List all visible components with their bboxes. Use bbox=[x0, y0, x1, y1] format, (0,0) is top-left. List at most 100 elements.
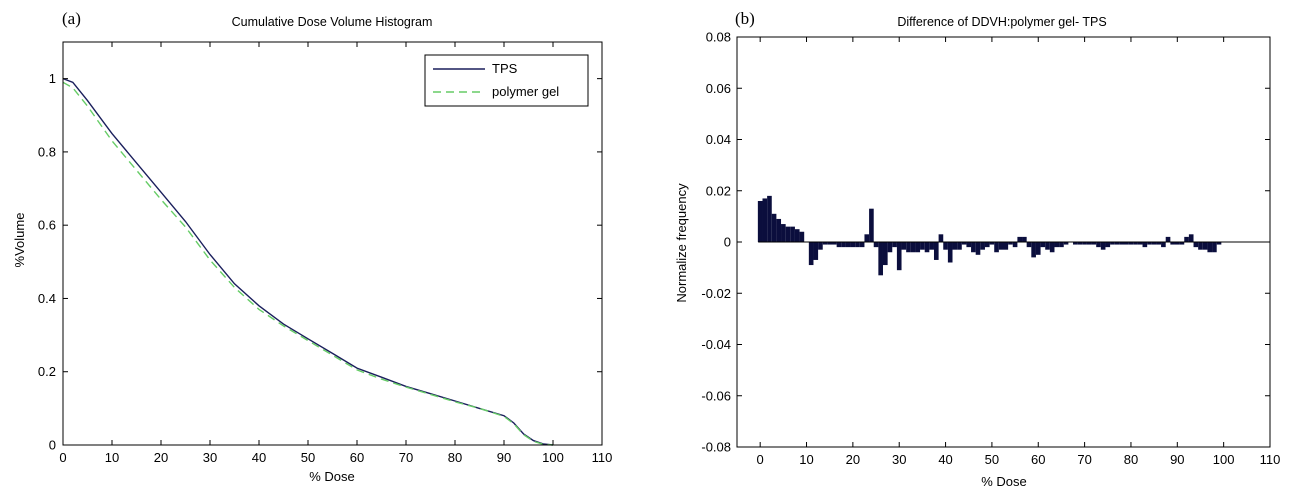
chart-b-bar bbox=[1207, 242, 1213, 253]
chart-b-bar bbox=[1142, 242, 1148, 248]
chart-b-ytick-label: -0.02 bbox=[701, 286, 731, 301]
chart-b-bar bbox=[850, 242, 856, 248]
chart-b-bar bbox=[1137, 242, 1143, 245]
chart-b-bar bbox=[1114, 242, 1120, 245]
chart-b-bar bbox=[1165, 236, 1171, 242]
chart-b-bar bbox=[971, 242, 976, 253]
chart-b-bar bbox=[1026, 242, 1032, 248]
chart-b-title: Difference of DDVH:polymer gel- TPS bbox=[897, 15, 1106, 29]
chart-b-bar bbox=[933, 242, 939, 260]
chart-b-bar bbox=[1082, 242, 1087, 245]
chart-b-bar bbox=[1133, 242, 1138, 245]
chart-a-xtick-label: 40 bbox=[252, 450, 266, 465]
chart-b-bar bbox=[1216, 242, 1222, 245]
chart-b-bar bbox=[915, 242, 921, 253]
chart-b-bar bbox=[1054, 242, 1060, 248]
chart-a-xtick-label: 90 bbox=[497, 450, 511, 465]
chart-b-ytick-label: -0.06 bbox=[701, 388, 731, 403]
chart-a-xtick-label: 100 bbox=[542, 450, 564, 465]
chart-b-bar bbox=[878, 242, 883, 276]
chart-a-legend-box bbox=[424, 54, 589, 107]
chart-b-bar bbox=[1040, 242, 1046, 248]
chart-b-bar bbox=[1161, 242, 1166, 248]
chart-b-bar bbox=[790, 226, 795, 243]
chart-b-ytick-label: -0.08 bbox=[701, 440, 731, 455]
chart-a-xlabel: % Dose bbox=[309, 469, 355, 484]
chart-b-bar bbox=[1003, 242, 1009, 250]
chart-b-ytick-label: 0.04 bbox=[706, 132, 731, 147]
chart-a-xtick-label: 10 bbox=[105, 450, 119, 465]
chart-a-cumulative-dvh: (a) Cumulative Dose Volume Histogram % D… bbox=[12, 9, 612, 484]
chart-b-ddvh-difference: (b) Difference of DDVH:polymer gel- TPS … bbox=[674, 9, 1280, 489]
chart-b-bar bbox=[1049, 242, 1055, 253]
chart-b-bar bbox=[757, 201, 763, 242]
chart-b-xtick-label: 70 bbox=[1077, 452, 1091, 467]
chart-b-bar bbox=[1035, 242, 1041, 255]
chart-b-bar bbox=[845, 242, 851, 248]
chart-a-axes-box bbox=[62, 41, 603, 446]
chart-b-bar bbox=[1179, 242, 1185, 245]
chart-b-bar bbox=[1193, 242, 1199, 248]
chart-a-panel-label: (a) bbox=[62, 9, 81, 28]
chart-b-bar bbox=[1091, 242, 1097, 245]
chart-a-legend-label-tps: TPS bbox=[492, 61, 518, 76]
chart-b-bar bbox=[832, 242, 837, 245]
chart-b-bar bbox=[818, 242, 823, 250]
chart-b-bar bbox=[794, 229, 800, 242]
chart-b-bar bbox=[910, 242, 916, 253]
chart-a-xtick-label: 70 bbox=[399, 450, 413, 465]
chart-b-bar bbox=[762, 198, 768, 242]
chart-a-ytick-label: 0 bbox=[49, 438, 56, 453]
chart-b-bar bbox=[1086, 242, 1092, 245]
chart-b-bar bbox=[1073, 242, 1078, 245]
chart-b-ticks: 0 10 20 30 40 50 60 70 80 90 100 110 -0.08 -0.06 -0.04… bbox=[701, 30, 1280, 468]
chart-b-bar bbox=[920, 242, 925, 250]
chart-a-ylabel: %Volume bbox=[12, 213, 27, 268]
chart-b-bar bbox=[841, 242, 846, 248]
chart-a-xtick-label: 110 bbox=[592, 450, 613, 465]
chart-b-bar bbox=[1031, 242, 1036, 258]
chart-b-bar bbox=[1045, 242, 1050, 250]
chart-a-plot-area bbox=[62, 77, 554, 446]
chart-b-bar bbox=[1198, 242, 1203, 250]
chart-b-bar bbox=[1063, 242, 1069, 245]
chart-b-xtick-label: 30 bbox=[892, 452, 906, 467]
chart-a-legend: TPS polymer gel bbox=[424, 54, 589, 107]
chart-a-ticks: 0 10 20 30 40 50 60 70 80 90 100 110 0 0.2 0.4 0.6 0.8 1 bbox=[38, 42, 612, 465]
chart-a-xtick-label: 20 bbox=[154, 450, 168, 465]
chart-b-bar bbox=[1100, 242, 1106, 250]
chart-b-bar bbox=[1170, 242, 1175, 245]
chart-b-plot-area bbox=[757, 195, 1270, 276]
chart-b-bar bbox=[771, 213, 777, 242]
chart-b-bar bbox=[855, 242, 860, 248]
chart-b-bar bbox=[1110, 242, 1115, 245]
chart-b-bar bbox=[1105, 242, 1111, 248]
chart-b-bar bbox=[1151, 242, 1157, 245]
chart-b-bar bbox=[1212, 242, 1217, 253]
chart-b-bar bbox=[943, 242, 948, 250]
chart-b-bar bbox=[1124, 242, 1129, 245]
chart-b-bar bbox=[1128, 242, 1134, 245]
chart-b-bar bbox=[873, 242, 879, 248]
chart-b-bar bbox=[989, 242, 995, 245]
chart-a-series-polymer-gel bbox=[62, 81, 554, 446]
chart-b-bar bbox=[906, 242, 911, 253]
chart-b-ylabel: Normalize frequency bbox=[674, 183, 689, 303]
chart-b-bar bbox=[924, 242, 930, 253]
chart-b-bar bbox=[869, 208, 874, 242]
chart-b-bar bbox=[1156, 242, 1162, 245]
chart-b-bar bbox=[984, 242, 990, 248]
chart-b-xtick-label: 110 bbox=[1260, 452, 1281, 467]
chart-b-bar bbox=[785, 226, 791, 243]
chart-b-bar bbox=[864, 234, 870, 242]
chart-b-bar bbox=[1022, 236, 1027, 242]
chart-b-bar bbox=[1096, 242, 1101, 248]
chart-b-bar bbox=[896, 242, 902, 271]
chart-b-bar bbox=[1147, 242, 1152, 245]
chart-b-xlabel: % Dose bbox=[981, 474, 1027, 489]
chart-a-series-tps bbox=[62, 77, 554, 446]
chart-b-bar bbox=[859, 242, 865, 248]
chart-b-bar bbox=[822, 242, 828, 245]
chart-a-xtick-label: 30 bbox=[203, 450, 217, 465]
